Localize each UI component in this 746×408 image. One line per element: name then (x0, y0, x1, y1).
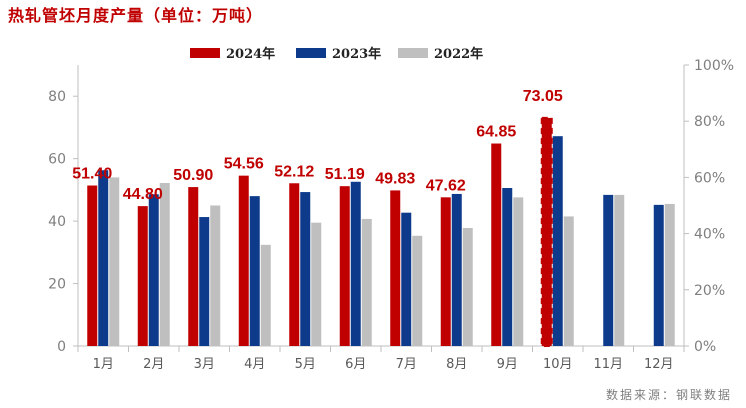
legend: 2024年 2023年 2022年 (0, 43, 746, 63)
x-tick-label: 8月 (446, 357, 467, 372)
legend-item-2022: 2022年 (398, 43, 483, 62)
bar (300, 192, 311, 346)
bar (361, 218, 372, 346)
x-tick-label: 12月 (644, 357, 674, 372)
bar (451, 193, 462, 346)
y-right-tick-label: 20% (694, 283, 725, 299)
y-tick-label: 80 (48, 89, 66, 105)
bar (238, 175, 249, 346)
bar (188, 187, 199, 346)
data-label: 44.80 (123, 186, 163, 203)
legend-swatch-2023 (296, 47, 326, 58)
legend-label-2023: 2023年 (332, 47, 382, 62)
data-label: 47.62 (426, 177, 466, 194)
bar (412, 235, 423, 346)
bar (440, 197, 451, 346)
bar (401, 212, 412, 346)
legend-label-2022: 2022年 (434, 47, 484, 62)
y-tick-label: 60 (48, 152, 66, 168)
y-right-tick-label: 80% (694, 114, 725, 130)
bar (603, 194, 614, 346)
bar (148, 194, 159, 346)
y-right-tick-label: 60% (694, 170, 725, 186)
bar (390, 190, 401, 346)
data-label: 64.85 (476, 124, 516, 141)
y-tick-label: 20 (48, 277, 66, 293)
bar (249, 196, 260, 346)
bar (199, 217, 210, 346)
legend-item-2024: 2024年 (190, 43, 275, 62)
bar (513, 197, 524, 346)
y-right-tick-label: 100% (694, 58, 734, 74)
x-tick-label: 4月 (244, 357, 265, 372)
chart-title: 热轧管坯月度产量（单位：万吨） (8, 6, 264, 25)
forecast-bar-outline (540, 116, 553, 348)
data-label: 52.12 (274, 163, 314, 180)
bar (350, 181, 361, 346)
bar (98, 170, 109, 346)
x-tick-label: 5月 (295, 357, 316, 372)
y-tick-label: 0 (57, 339, 66, 355)
bar (137, 206, 148, 346)
bar (311, 222, 322, 346)
data-label: 50.90 (173, 167, 213, 184)
x-tick-label: 1月 (93, 357, 114, 372)
bar (541, 117, 552, 347)
y-right-tick-label: 40% (694, 227, 725, 243)
source-note: 数据来源：钢联数据 (605, 388, 732, 402)
bar (491, 143, 502, 346)
bar (462, 227, 473, 346)
bar (614, 194, 625, 346)
legend-label-2024: 2024年 (226, 47, 276, 62)
x-tick-label: 9月 (497, 357, 518, 372)
data-label: 51.40 (72, 166, 112, 183)
bar (87, 185, 98, 346)
y-tick-label: 40 (48, 214, 66, 230)
x-tick-label: 7月 (396, 357, 417, 372)
y-right-tick-label: 0% (694, 339, 716, 355)
data-label: 49.83 (375, 170, 415, 187)
bar (563, 216, 574, 346)
bar (339, 186, 350, 346)
bar (159, 183, 170, 346)
bar (109, 177, 120, 346)
x-tick-label: 6月 (345, 357, 366, 372)
legend-swatch-2022 (398, 47, 428, 58)
data-label: 54.56 (224, 156, 264, 173)
bar (210, 205, 221, 346)
bar (664, 203, 675, 346)
bar (502, 188, 513, 346)
data-label: 73.05 (523, 88, 563, 105)
x-tick-label: 3月 (194, 357, 215, 372)
bar (289, 183, 300, 346)
x-tick-label: 11月 (593, 357, 623, 372)
bar (653, 204, 664, 346)
bar (552, 136, 563, 346)
data-label: 51.19 (325, 166, 365, 183)
x-tick-label: 2月 (143, 357, 164, 372)
legend-item-2023: 2023年 (296, 43, 381, 62)
legend-swatch-2024 (190, 47, 220, 58)
x-tick-label: 10月 (543, 357, 573, 372)
bar (260, 244, 271, 346)
